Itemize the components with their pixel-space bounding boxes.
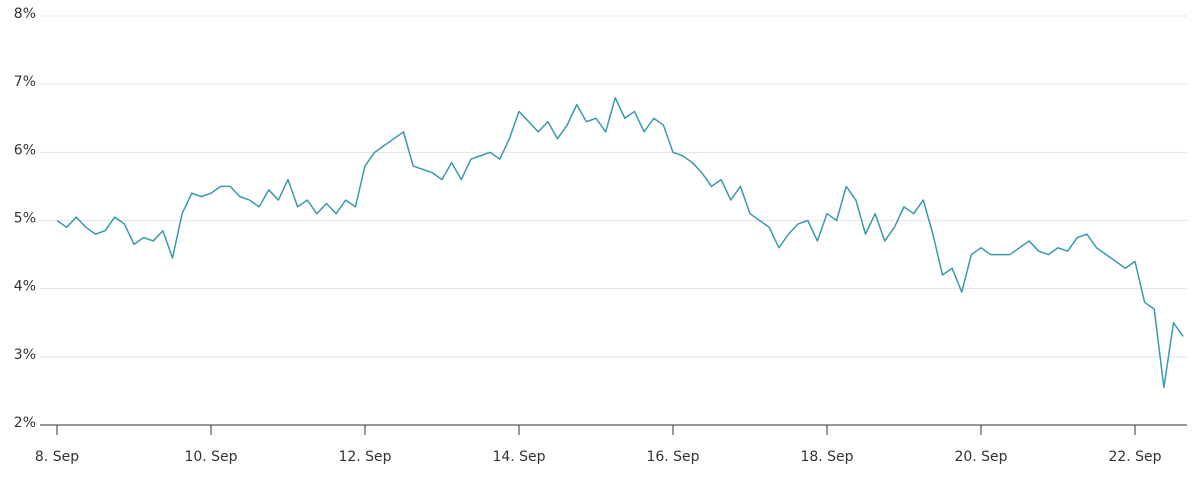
x-tick-label: 22. Sep <box>1108 449 1161 465</box>
y-tick-label: 4% <box>14 279 36 295</box>
x-tick-label: 10. Sep <box>184 449 237 465</box>
y-tick-label: 3% <box>14 347 36 363</box>
x-tick-label: 14. Sep <box>492 449 545 465</box>
x-tick-label: 12. Sep <box>338 449 391 465</box>
y-tick-label: 8% <box>14 6 36 22</box>
y-tick-label: 2% <box>14 415 36 431</box>
y-tick-label: 6% <box>14 142 36 158</box>
x-tick-label: 8. Sep <box>35 449 79 465</box>
x-tick-label: 20. Sep <box>954 449 1007 465</box>
data-line <box>56 97 1184 389</box>
y-tick-label: 7% <box>14 74 36 90</box>
x-tick-label: 16. Sep <box>646 449 699 465</box>
x-tick-label: 18. Sep <box>800 449 853 465</box>
y-tick-label: 5% <box>14 211 36 227</box>
